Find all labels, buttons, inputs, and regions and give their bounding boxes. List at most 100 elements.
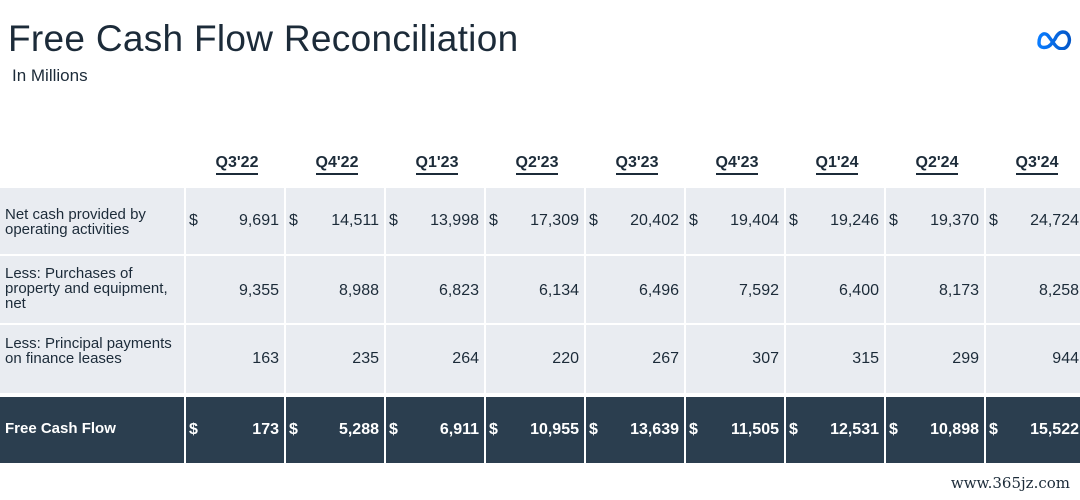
- cell-value: 6,823: [438, 282, 479, 299]
- column-divider: [184, 397, 186, 463]
- table-header: Q3'22 Q4'22 Q1'23 Q2'23 Q3'23 Q4'23 Q1'24 Q2'24…: [0, 150, 1080, 184]
- row-label: Free Cash Flow: [5, 420, 116, 437]
- cell-value: 944: [1052, 350, 1079, 367]
- cell-value: 173: [252, 421, 279, 438]
- table-row-finance-leases: Less: Principal payments on finance leas…: [0, 323, 1080, 393]
- currency-symbol: $: [389, 212, 398, 229]
- column-header-label: Q2'23: [515, 154, 559, 175]
- row-label: Net cash provided by operating activitie…: [5, 206, 146, 238]
- column-divider: [884, 188, 886, 254]
- meta-logo-icon: [1037, 30, 1072, 50]
- column-header-label: Q3'23: [615, 154, 659, 175]
- column-header-label: Q4'23: [715, 154, 759, 175]
- column-header: Q3'22: [187, 154, 287, 175]
- column-header: Q3'24: [987, 154, 1080, 175]
- currency-symbol: $: [289, 212, 298, 229]
- column-divider: [584, 397, 586, 463]
- column-divider: [984, 256, 986, 323]
- cell-value: 9,691: [238, 212, 279, 229]
- cell-value: 299: [952, 350, 979, 367]
- cell-value: 13,998: [430, 212, 479, 229]
- cell-value: 14,511: [331, 212, 379, 229]
- column-divider: [384, 325, 386, 393]
- column-divider: [984, 397, 986, 463]
- column-divider: [284, 397, 286, 463]
- column-divider: [484, 397, 486, 463]
- cell-value: 20,402: [630, 212, 679, 229]
- column-header-label: Q3'24: [1015, 154, 1059, 175]
- page-subtitle: In Millions: [12, 66, 88, 85]
- currency-symbol: $: [489, 421, 498, 438]
- cell-value: 11,505: [730, 421, 779, 438]
- table-row-capex: Less: Purchases of property and equipmen…: [0, 254, 1080, 323]
- column-divider: [684, 256, 686, 323]
- row-label: Less: Purchases of property and equipmen…: [5, 265, 168, 312]
- currency-symbol: $: [889, 421, 898, 438]
- column-divider: [284, 256, 286, 323]
- currency-symbol: $: [989, 212, 998, 229]
- cell-value: 6,400: [838, 282, 879, 299]
- currency-symbol: $: [789, 212, 798, 229]
- column-header-label: Q4'22: [315, 154, 359, 175]
- column-divider: [884, 256, 886, 323]
- column-divider: [484, 325, 486, 393]
- cell-value: 19,370: [930, 212, 979, 229]
- column-divider: [684, 188, 686, 254]
- column-divider: [384, 397, 386, 463]
- currency-symbol: $: [689, 421, 698, 438]
- cell-value: 235: [352, 350, 379, 367]
- column-divider: [884, 397, 886, 463]
- column-divider: [484, 188, 486, 254]
- cell-value: 220: [552, 350, 579, 367]
- watermark: www.365jz.com: [950, 474, 1070, 492]
- column-divider: [984, 325, 986, 393]
- cell-value: 12,531: [830, 421, 879, 438]
- cell-value: 15,522: [1030, 421, 1079, 438]
- column-divider: [784, 325, 786, 393]
- column-divider: [384, 188, 386, 254]
- column-divider: [284, 188, 286, 254]
- column-header: Q4'22: [287, 154, 387, 175]
- cell-value: 8,173: [938, 282, 979, 299]
- currency-symbol: $: [589, 212, 598, 229]
- cell-value: 9,355: [238, 282, 279, 299]
- currency-symbol: $: [389, 421, 398, 438]
- column-divider: [584, 188, 586, 254]
- currency-symbol: $: [189, 421, 198, 438]
- cell-value: 10,898: [930, 421, 979, 438]
- column-header-label: Q3'22: [215, 154, 259, 175]
- column-divider: [684, 325, 686, 393]
- column-divider: [684, 397, 686, 463]
- column-header: Q3'23: [587, 154, 687, 175]
- column-divider: [784, 397, 786, 463]
- cell-value: 267: [652, 350, 679, 367]
- column-divider: [884, 325, 886, 393]
- table-row-operating-cash: Net cash provided by operating activitie…: [0, 186, 1080, 254]
- currency-symbol: $: [689, 212, 698, 229]
- page-title: Free Cash Flow Reconciliation: [8, 18, 519, 59]
- column-divider: [184, 256, 186, 323]
- cell-value: 19,404: [730, 212, 779, 229]
- cell-value: 7,592: [738, 282, 779, 299]
- cell-value: 6,911: [439, 421, 479, 438]
- column-header-label: Q1'23: [415, 154, 459, 175]
- column-header-label: Q1'24: [815, 154, 859, 175]
- row-label: Less: Principal payments on finance leas…: [5, 335, 172, 367]
- column-divider: [784, 256, 786, 323]
- cell-value: 307: [752, 350, 779, 367]
- currency-symbol: $: [789, 421, 798, 438]
- cell-value: 13,639: [630, 421, 679, 438]
- cell-value: 6,496: [638, 282, 679, 299]
- cell-value: 10,955: [530, 421, 579, 438]
- column-header-label: Q2'24: [915, 154, 959, 175]
- column-header: Q2'24: [887, 154, 987, 175]
- column-divider: [484, 256, 486, 323]
- column-divider: [584, 256, 586, 323]
- currency-symbol: $: [989, 421, 998, 438]
- column-divider: [584, 325, 586, 393]
- currency-symbol: $: [189, 212, 198, 229]
- cell-value: 19,246: [830, 212, 879, 229]
- cell-value: 6,134: [538, 282, 579, 299]
- cell-value: 5,288: [338, 421, 379, 438]
- cell-value: 315: [852, 350, 879, 367]
